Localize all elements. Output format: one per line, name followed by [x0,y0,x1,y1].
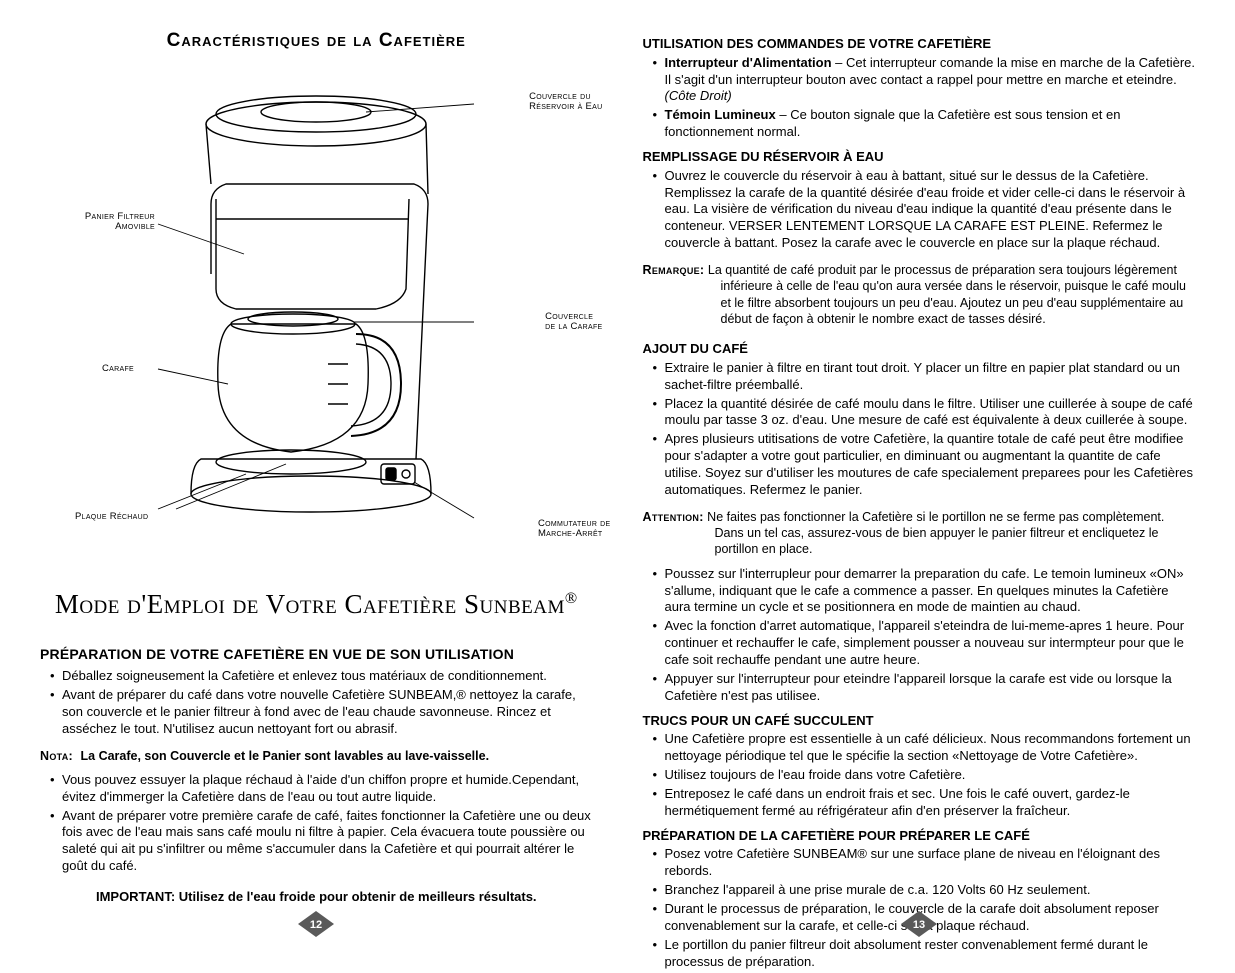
main-title: Mode d'Emploi de Votre Cafetière Sunbeam… [40,589,593,620]
list-item: Apres plusieurs utitisations de votre Ca… [653,431,1196,499]
page-number-left: 12 [296,909,336,939]
nota-note: Nota: La Carafe, son Couvercle et le Pan… [40,748,593,764]
list-item: Déballez soigneusement la Cafetière et e… [50,668,593,685]
svg-text:13: 13 [913,919,925,931]
list-item: Placez la quantité désirée de café moulu… [653,396,1196,430]
list-item: Avant de préparer votre première carafe … [50,808,593,876]
list-item: Poussez sur l'interrupleur pour demarrer… [653,566,1196,617]
list-item: Utilisez toujours de l'eau froide dans v… [653,767,1196,784]
fill-list: Ouvrez le couvercle du réservoir à eau à… [643,168,1196,254]
callout-carafe: Carafe [102,364,134,374]
list-item: Appuyer sur l'interrupteur pour eteindre… [653,671,1196,705]
page-number-right: 13 [899,909,939,939]
callout-power-switch: Commutateur deMarche-Arrêt [538,519,611,540]
setup-heading: PRÉPARATION DE LA CAFETIÈRE POUR PRÉPARE… [643,828,1196,845]
prep-heading: PRÉPARATION DE VOTRE CAFETIÈRE EN VUE DE… [40,646,593,662]
tips-list: Une Cafetière propre est essentielle à u… [643,731,1196,821]
attention-note: Attention: Ne faites pas fonctionner la … [643,509,1196,558]
diagram-title: Caractéristiques de la Cafetière [40,30,593,52]
right-page: UTILISATION DES COMMANDES DE VOTRE CAFET… [643,30,1196,934]
list-item: Avec la fonction d'arret automatique, l'… [653,618,1196,669]
callout-reservoir-lid: Couvercle duRéservoir à Eau [529,92,602,113]
add-heading: AJOUT DU CAFÉ [643,341,1196,358]
callout-warming-plate: Plaque Réchaud [75,512,148,522]
list-item: Interrupteur d'Alimentation – Cet interr… [653,55,1196,106]
left-page: Caractéristiques de la Cafetière [40,30,593,934]
list-item: Branchez l'appareil à une prise murale d… [653,882,1196,899]
list-item: Ouvrez le couvercle du réservoir à eau à… [653,168,1196,252]
svg-text:12: 12 [310,919,322,931]
callout-carafe-lid: Couverclede la Carafe [545,312,602,333]
list-item: Posez votre Cafetière SUNBEAM® sur une s… [653,846,1196,880]
list-item: Vous pouvez essuyer la plaque réchaud à … [50,772,593,806]
coffeemaker-illustration [156,64,476,524]
commands-heading: UTILISATION DES COMMANDES DE VOTRE CAFET… [643,36,1196,53]
commands-list: Interrupteur d'Alimentation – Cet interr… [643,55,1196,143]
add-list-a: Extraire le panier à filtre en tirant to… [643,360,1196,501]
nota-list: Vous pouvez essuyer la plaque réchaud à … [40,772,593,877]
list-item: Témoin Lumineux – Ce bouton signale que … [653,107,1196,141]
fill-heading: REMPLISSAGE DU RÉSERVOIR À EAU [643,149,1196,166]
list-item: Entreposez le café dans un endroit frais… [653,786,1196,820]
prep-list: Déballez soigneusement la Cafetière et e… [40,668,593,740]
diagram: Couvercle duRéservoir à Eau Panier Filtr… [40,64,593,564]
callout-filter-basket: Panier FiltreurAmovible [75,212,155,233]
important-note: IMPORTANT: Utilisez de l'eau froide pour… [40,889,593,904]
list-item: Avant de préparer du café dans votre nou… [50,687,593,738]
add-list-b: Poussez sur l'interrupleur pour demarrer… [643,566,1196,707]
list-item: Extraire le panier à filtre en tirant to… [653,360,1196,394]
remarque-note: Remarque: La quantité de café produit pa… [643,262,1196,327]
list-item: Une Cafetière propre est essentielle à u… [653,731,1196,765]
tips-heading: TRUCS POUR UN CAFÉ SUCCULENT [643,713,1196,730]
